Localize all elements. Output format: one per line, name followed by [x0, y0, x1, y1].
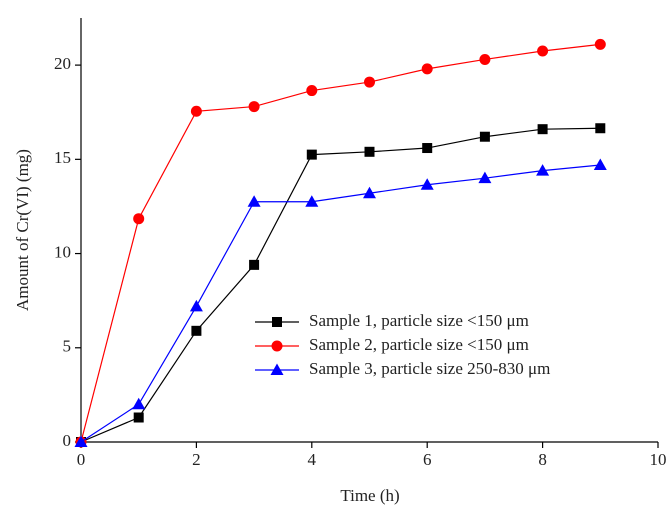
- marker: [133, 412, 144, 423]
- x-tick-label: 8: [538, 450, 547, 469]
- marker: [190, 105, 202, 117]
- marker: [363, 186, 376, 199]
- marker: [306, 85, 318, 97]
- y-tick-label: 15: [54, 148, 71, 167]
- marker: [305, 195, 319, 207]
- marker: [133, 213, 145, 225]
- marker: [479, 53, 491, 65]
- marker: [248, 101, 260, 113]
- x-tick-label: 4: [308, 450, 317, 469]
- legend-marker: [271, 340, 283, 352]
- marker: [594, 38, 606, 50]
- marker: [537, 124, 548, 135]
- marker: [537, 45, 549, 57]
- y-tick-label: 10: [54, 242, 71, 261]
- series-line: [80, 164, 601, 443]
- marker: [306, 149, 317, 160]
- marker: [422, 143, 433, 154]
- y-tick-label: 20: [54, 54, 71, 73]
- x-tick-label: 0: [77, 450, 86, 469]
- marker: [536, 164, 550, 176]
- legend-marker: [272, 317, 282, 327]
- marker: [420, 178, 434, 190]
- legend-label: Sample 3, particle size 250-830 μm: [309, 359, 550, 378]
- marker: [191, 325, 202, 336]
- x-tick-label: 2: [192, 450, 201, 469]
- y-tick-label: 5: [63, 337, 72, 356]
- series-line: [80, 43, 601, 443]
- marker: [479, 131, 490, 142]
- x-axis-label: Time (h): [340, 486, 399, 505]
- marker: [247, 195, 261, 207]
- y-axis-label: Amount of Cr(VI) (mg): [13, 149, 32, 311]
- marker: [132, 397, 146, 410]
- marker: [421, 63, 433, 75]
- marker: [595, 123, 606, 134]
- x-tick-label: 10: [650, 450, 667, 469]
- marker: [478, 171, 492, 184]
- series-line: [80, 127, 601, 443]
- marker: [593, 158, 607, 170]
- legend-label: Sample 1, particle size <150 μm: [309, 311, 529, 330]
- legend-marker: [270, 363, 284, 375]
- marker: [249, 259, 260, 270]
- marker: [74, 435, 88, 447]
- legend-label: Sample 2, particle size <150 μm: [309, 335, 529, 354]
- marker: [364, 146, 375, 157]
- marker: [364, 76, 375, 88]
- y-tick-label: 0: [63, 431, 72, 450]
- marker: [189, 299, 203, 312]
- x-tick-label: 6: [423, 450, 432, 469]
